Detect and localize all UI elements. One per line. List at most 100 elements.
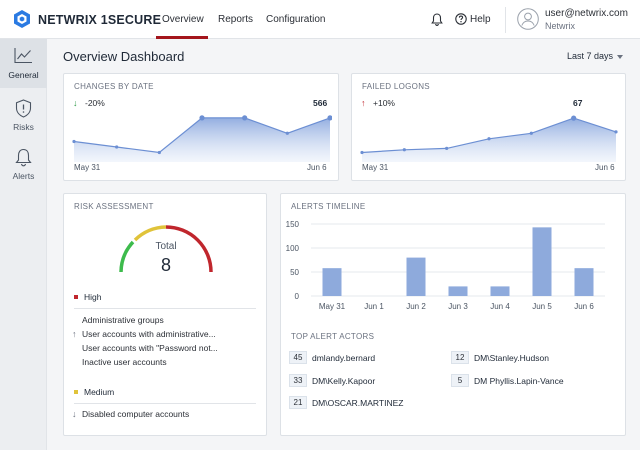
changes-trend: -20% — [85, 98, 105, 108]
header-divider — [505, 7, 506, 33]
x-tick-label: May 31 — [319, 302, 346, 311]
actor-name[interactable]: dmlandy.bernard — [312, 353, 376, 363]
arrow-down-icon: ↓ — [72, 409, 77, 419]
risk-item[interactable]: Inactive user accounts — [82, 357, 167, 367]
risk-level-high[interactable]: High — [74, 292, 101, 302]
sidebar-item-label: Alerts — [12, 171, 35, 181]
risk-assessment-card[interactable]: RISK ASSESSMENT Total 8 High Administrat… — [63, 193, 267, 436]
failed-start-date: May 31 — [362, 163, 389, 172]
active-tab-indicator — [156, 36, 208, 39]
brand-name: NETWRIX 1SECURE — [38, 13, 162, 27]
risk-item[interactable]: User accounts with administrative... — [82, 329, 216, 339]
bar — [322, 268, 342, 296]
bar — [532, 227, 552, 296]
shield-alert-icon — [15, 99, 32, 118]
y-tick-label: 100 — [286, 244, 300, 253]
page-title: Overview Dashboard — [63, 49, 185, 64]
date-range-select[interactable]: Last 7 days — [567, 51, 614, 61]
risk-level-label: High — [84, 292, 102, 302]
chart-line-icon — [14, 48, 32, 64]
risk-level-label: Medium — [84, 387, 115, 397]
user-organization: Netwrix — [545, 21, 576, 31]
tab-overview[interactable]: Overview — [162, 14, 204, 25]
y-tick-label: 150 — [286, 220, 300, 229]
data-point — [487, 137, 491, 141]
user-email[interactable]: user@netwrix.com — [545, 8, 628, 19]
y-tick-label: 50 — [290, 268, 299, 277]
y-tick-label: 0 — [295, 292, 300, 301]
data-point — [115, 145, 119, 149]
data-point — [360, 150, 364, 155]
sidebar-item-risks[interactable]: Risks — [0, 91, 47, 140]
risk-item[interactable]: User accounts with "Password not... — [82, 343, 218, 353]
x-tick-label: Jun 1 — [364, 302, 384, 311]
data-point — [285, 131, 289, 135]
actor-name[interactable]: DM Phyllis.Lapin-Vance — [474, 376, 564, 386]
failed-peak-value: 67 — [573, 98, 583, 108]
actor-count: 5 — [451, 374, 469, 387]
data-point — [327, 115, 332, 121]
netwrix-logo-icon — [14, 10, 30, 28]
actor-name[interactable]: DM\Stanley.Hudson — [474, 353, 549, 363]
card-title: ALERTS TIMELINE — [291, 202, 366, 211]
sidebar-item-alerts[interactable]: Alerts — [0, 140, 47, 189]
divider — [74, 308, 256, 309]
changes-area-chart — [72, 115, 332, 162]
chevron-down-icon[interactable] — [617, 55, 623, 59]
actor-count: 45 — [289, 351, 307, 364]
x-tick-label: Jun 2 — [406, 302, 426, 311]
changes-peak-value: 566 — [313, 98, 328, 108]
data-point — [445, 146, 449, 150]
user-avatar-icon[interactable] — [517, 8, 539, 30]
bar — [490, 286, 510, 296]
divider — [74, 403, 256, 404]
arrow-up-icon: ↑ — [361, 98, 366, 108]
bar — [574, 268, 594, 296]
data-point — [72, 139, 76, 144]
high-dot-icon — [74, 294, 78, 299]
help-icon[interactable] — [455, 13, 467, 25]
actor-count: 12 — [451, 351, 469, 364]
failed-logons-area-chart — [360, 115, 618, 162]
risk-item[interactable]: Disabled computer accounts — [82, 409, 190, 419]
top-bar: NETWRIX 1SECURE Overview Reports Configu… — [0, 0, 640, 39]
data-point — [402, 148, 406, 152]
sidebar-item-general[interactable]: General — [0, 39, 47, 88]
risk-total-value: 8 — [160, 255, 171, 275]
data-point — [242, 115, 248, 121]
notifications-bell-icon[interactable] — [431, 13, 443, 26]
changes-by-date-card[interactable]: CHANGES BY DATE ↓ -20% 566 May 31 Jun 6 — [63, 73, 339, 181]
risk-gauge — [119, 225, 213, 273]
data-point — [199, 115, 205, 121]
changes-end-date: Jun 6 — [307, 163, 327, 172]
failed-trend: +10% — [373, 98, 395, 108]
tab-reports[interactable]: Reports — [218, 14, 254, 25]
changes-start-date: May 31 — [74, 163, 101, 172]
data-point — [571, 115, 577, 121]
actor-count: 33 — [289, 374, 307, 387]
x-tick-label: Jun 4 — [490, 302, 510, 311]
medium-dot-icon — [74, 389, 78, 394]
data-point — [157, 150, 161, 155]
actor-name[interactable]: DM\Kelly.Kapoor — [312, 376, 376, 386]
card-title: FAILED LOGONS — [362, 82, 430, 91]
bar — [406, 257, 426, 296]
arrow-up-icon: ↑ — [72, 329, 77, 339]
bar — [448, 286, 468, 296]
alerts-timeline-card[interactable]: ALERTS TIMELINE 0 50 100 150 May 31 Jun 1 Jun … — [280, 193, 626, 436]
risk-item[interactable]: Administrative groups — [82, 315, 164, 325]
sidebar-item-label: General — [8, 70, 39, 80]
actor-name[interactable]: DM\OSCAR.MARTINEZ — [312, 398, 404, 408]
tab-configuration[interactable]: Configuration — [266, 14, 326, 25]
help-link[interactable]: Help — [470, 14, 491, 25]
top-alert-actors-title: TOP ALERT ACTORS — [291, 332, 375, 341]
failed-logons-card[interactable]: FAILED LOGONS ↑ +10% 67 May 31 Jun 6 — [351, 73, 626, 181]
bell-icon — [15, 148, 32, 167]
alerts-bar-chart: 0 50 100 150 May 31 Jun 1 Jun 2 Jun 3 Jun 4 Jun 5… — [286, 220, 605, 311]
risk-level-medium[interactable]: Medium — [74, 387, 114, 397]
card-title: CHANGES BY DATE — [74, 82, 154, 91]
sidebar: General Risks Alerts — [0, 39, 47, 450]
failed-end-date: Jun 6 — [595, 163, 615, 172]
arrow-down-icon: ↓ — [73, 98, 78, 108]
x-tick-label: Jun 6 — [574, 302, 594, 311]
